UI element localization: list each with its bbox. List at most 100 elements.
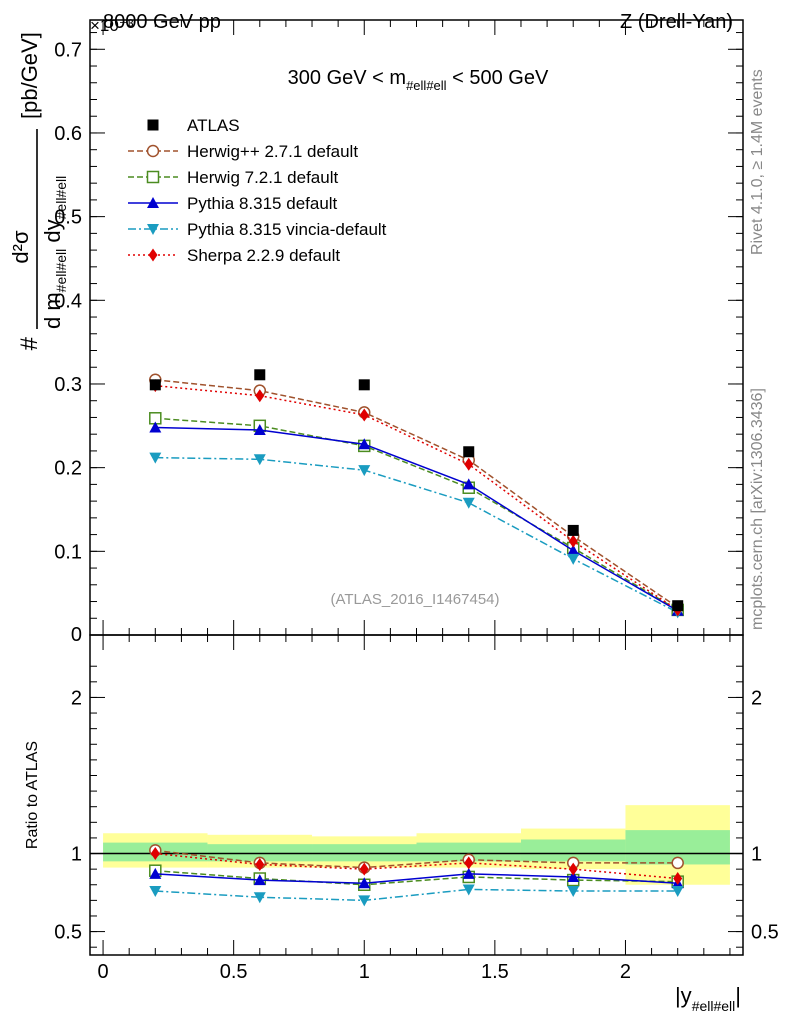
main-point-atlas	[567, 524, 579, 536]
ratio-point-pythia-8-315-vincia-default	[149, 886, 162, 897]
ratio-stat-uncertainty-band	[416, 842, 521, 862]
legend-item-herwig-7-2-1-default: Herwig 7.2.1 default	[128, 168, 338, 187]
ratio-point-sherpa-2-2-9-default	[673, 872, 683, 886]
ratio-stat-uncertainty-band	[520, 839, 626, 862]
main-y-axis-label: # d²σ d m#ell#ell dy#ell#ell [pb/GeV]	[8, 32, 69, 350]
legend-marker	[147, 119, 159, 131]
x-tick-label: 1.5	[481, 961, 509, 983]
ratio-point-pythia-8-315-default	[253, 874, 266, 886]
collision-label: 8000 GeV pp	[103, 11, 221, 33]
legend-marker	[147, 197, 159, 208]
main-series-herwig-2-7-1-default	[149, 373, 684, 614]
ratio-point-pythia-8-315-default	[149, 867, 162, 879]
main-point-pythia-8-315-vincia-default	[358, 465, 371, 477]
ratio-point-pythia-8-315-vincia-default	[358, 895, 371, 907]
legend-label: Sherpa 2.2.9 default	[187, 246, 340, 265]
legend-item-sherpa-2-2-9-default: Sherpa 2.2.9 default	[128, 246, 340, 265]
ratio-line-pythia-8-315-vincia-default	[155, 888, 678, 902]
main-y-tick-label: 0.1	[54, 541, 82, 563]
main-point-pythia-8-315-vincia-default	[462, 497, 475, 509]
main-point-sherpa-2-2-9-default	[359, 408, 369, 422]
main-y-tick-label: 0.2	[54, 458, 82, 480]
ratio-point-pythia-8-315-default	[567, 870, 580, 882]
legend-label: Herwig 7.2.1 default	[187, 168, 338, 187]
ratio-y-tick-label-right: 0.5	[751, 922, 779, 944]
main-series-herwig-7-2-1-default	[149, 412, 684, 617]
ratio-frame	[89, 634, 744, 956]
y-label-denominator: d m#ell#ell dy#ell#ell	[40, 176, 69, 329]
main-panel: 0.1 0.2 0.3 0.4 0.5 0.6 0.7 0 300 GeV < m#ell#e…	[8, 19, 744, 646]
legend-label: Herwig++ 2.7.1 default	[187, 142, 358, 161]
ratio-line-herwig-2-7-1-default	[155, 849, 678, 869]
main-point-pythia-8-315-vincia-default	[253, 454, 266, 466]
main-y-tick-label: 0.7	[54, 39, 82, 61]
ratio-stat-uncertainty-band	[312, 844, 417, 862]
ratio-point-pythia-8-315-default	[462, 867, 475, 879]
legend-item-atlas: ATLAS	[147, 116, 240, 135]
main-y-tick-label: 0.5	[54, 207, 82, 229]
main-axis-ticks: 0.1 0.2 0.3 0.4 0.5 0.6 0.7 0	[54, 20, 743, 646]
main-series-pythia-8-315-default	[149, 421, 684, 616]
y-label-unit: [pb/GeV]	[17, 32, 42, 119]
main-y-tick-label: 0.3	[54, 374, 82, 396]
main-point-pythia-8-315-default	[358, 438, 371, 450]
mcplots-label: mcplots.cern.ch [arXiv:1306.3436]	[749, 388, 766, 630]
ratio-y-axis-label: Ratio to ATLAS	[24, 741, 41, 849]
main-point-atlas	[358, 379, 370, 391]
ratio-point-pythia-8-315-default	[358, 877, 371, 889]
main-title: 300 GeV < m#ell#ell < 500 GeV	[288, 67, 549, 93]
ratio-y-tick-label-right: 2	[751, 687, 762, 709]
legend-marker	[147, 224, 159, 235]
main-y-zero-label: 0	[71, 624, 82, 646]
ratio-point-sherpa-2-2-9-default	[568, 862, 578, 876]
ratio-series-pythia-8-315-default	[149, 867, 684, 889]
main-series-sherpa-2-2-9-default	[150, 379, 683, 617]
ratio-y-tick-label-left: 2	[71, 687, 82, 709]
ratio-line-herwig-7-2-1-default	[155, 869, 678, 886]
ratio-y-tick-label-left: 1	[71, 844, 82, 866]
main-point-pythia-8-315-default	[253, 424, 266, 435]
ratio-series-sherpa-2-2-9-default	[150, 847, 683, 886]
main-line-pythia-8-315-default	[155, 426, 679, 612]
x-tick-label: 0	[97, 961, 108, 983]
legend-marker	[148, 248, 158, 262]
ratio-y-tick-label-left: 0.5	[54, 922, 82, 944]
legend-label: Pythia 8.315 default	[187, 194, 338, 213]
main-point-sherpa-2-2-9-default	[255, 389, 265, 403]
legend-marker	[146, 144, 160, 158]
legend-item-pythia-8-315-vincia-default: Pythia 8.315 vincia-default	[128, 220, 387, 239]
ratio-point-herwig-2-7-1-default	[671, 856, 684, 870]
ratio-point-sherpa-2-2-9-default	[464, 856, 474, 870]
main-line-herwig-2-7-1-default	[155, 379, 679, 609]
main-point-pythia-8-315-vincia-default	[567, 553, 580, 565]
ratio-line-pythia-8-315-default	[155, 873, 678, 884]
main-point-pythia-8-315-vincia-default	[149, 452, 162, 464]
main-series-atlas	[149, 369, 684, 612]
y-label-hash: #	[16, 336, 43, 350]
x-axis-label: |y#ell#ell|	[675, 983, 741, 1014]
main-y-tick-label: 0.6	[54, 123, 82, 145]
legend-item-pythia-8-315-default: Pythia 8.315 default	[128, 194, 338, 213]
main-point-atlas	[463, 446, 475, 458]
main-plot-area	[149, 369, 684, 619]
legend: ATLAS Herwig++ 2.7.1 default Herwig 7.2.1 …	[128, 116, 387, 265]
legend-label: ATLAS	[187, 116, 240, 135]
process-label: Z (Drell-Yan)	[620, 11, 733, 33]
analysis-watermark: (ATLAS_2016_I1467454)	[330, 591, 499, 608]
ratio-line-sherpa-2-2-9-default	[155, 852, 678, 880]
ratio-series-pythia-8-315-vincia-default	[149, 884, 684, 907]
ratio-point-sherpa-2-2-9-default	[150, 847, 160, 861]
main-point-pythia-8-315-default	[462, 478, 475, 490]
ratio-panel: 0.5 0.5 1 1 2 2 0 0.5 1 1.5 2 Ratio to ATLAS |y#el…	[24, 634, 779, 1014]
main-frame	[89, 19, 744, 636]
main-y-tick-label: 0.4	[54, 290, 82, 312]
ratio-point-sherpa-2-2-9-default	[255, 857, 265, 871]
main-line-pythia-8-315-vincia-default	[155, 456, 679, 614]
main-point-sherpa-2-2-9-default	[464, 457, 474, 471]
ratio-point-pythia-8-315-vincia-default	[253, 892, 266, 904]
main-point-atlas	[254, 369, 266, 381]
ratio-plot-area	[149, 844, 684, 907]
x-tick-label: 1	[359, 961, 370, 983]
main-line-herwig-7-2-1-default	[155, 417, 679, 611]
